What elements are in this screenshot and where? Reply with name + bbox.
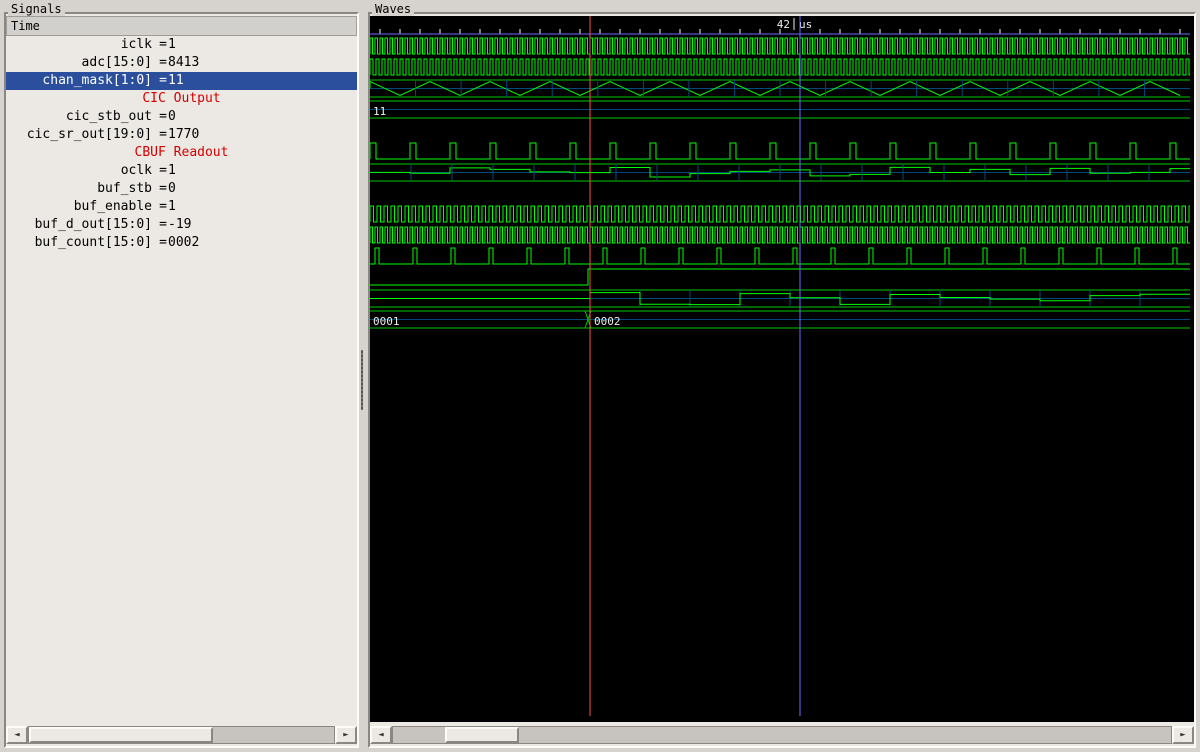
waves-hscrollbar[interactable]: ◄ ► — [370, 726, 1194, 744]
time-column-header[interactable]: Time — [6, 16, 357, 36]
signal-row[interactable]: buf_count[15:0] =0002 — [6, 234, 357, 252]
signal-row[interactable]: cic_stb_out =0 — [6, 108, 357, 126]
waves-scroll-track[interactable] — [392, 726, 1172, 744]
signal-name: buf_count[15:0] — [8, 234, 152, 252]
waveform-viewport[interactable]: 42 us 11 0001 0002 — [370, 16, 1194, 722]
equals-sign: = — [158, 72, 168, 90]
signal-value: -19 — [168, 216, 353, 234]
waves-panel-title: Waves — [372, 2, 414, 16]
signal-row[interactable]: buf_stb =0 — [6, 180, 357, 198]
scroll-right-button[interactable]: ► — [1172, 726, 1194, 744]
pane-splitter[interactable] — [359, 340, 365, 420]
signal-name: buf_enable — [8, 198, 152, 216]
waves-panel: Waves 42 us 11 0001 0002 ◄ ► — [368, 4, 1196, 748]
signal-value: 1 — [168, 162, 353, 180]
equals-sign: = — [158, 126, 168, 144]
signal-row[interactable]: iclk =1 — [6, 36, 357, 54]
equals-sign: = — [158, 198, 168, 216]
group-label: CIC Output — [6, 90, 357, 108]
signal-name: adc[15:0] — [8, 54, 152, 72]
signal-value: 1 — [168, 198, 353, 216]
signal-name: oclk — [8, 162, 152, 180]
signal-name: buf_d_out[15:0] — [8, 216, 152, 234]
signal-value: 1 — [168, 36, 353, 54]
signals-panel-title: Signals — [8, 2, 65, 16]
signal-name: cic_stb_out — [8, 108, 152, 126]
svg-text:us: us — [799, 18, 812, 31]
scroll-left-button[interactable]: ◄ — [6, 726, 28, 744]
signal-name: buf_stb — [8, 180, 152, 198]
waveform-svg: 42 us 11 0001 0002 — [370, 16, 1190, 716]
signal-row[interactable]: cic_sr_out[19:0] =1770 — [6, 126, 357, 144]
svg-text:0001: 0001 — [373, 315, 400, 328]
scroll-right-button[interactable]: ► — [335, 726, 357, 744]
equals-sign: = — [158, 54, 168, 72]
signal-value: 0002 — [168, 234, 353, 252]
signal-name: cic_sr_out[19:0] — [8, 126, 152, 144]
signals-hscrollbar[interactable]: ◄ ► — [6, 726, 357, 744]
signal-value: 0 — [168, 180, 353, 198]
splitter-grip-icon — [361, 350, 363, 410]
waves-scroll-thumb[interactable] — [445, 727, 519, 743]
signal-row[interactable]: oclk =1 — [6, 162, 357, 180]
signal-name: iclk — [8, 36, 152, 54]
signal-row[interactable]: buf_enable =1 — [6, 198, 357, 216]
signals-scroll-thumb[interactable] — [29, 727, 213, 743]
signal-list[interactable]: iclk=1adc[15:0]=8413chan_mask[1:0]=11CIC… — [6, 36, 357, 722]
signals-panel: Signals Time iclk=1adc[15:0]=8413chan_ma… — [4, 4, 359, 748]
signal-row[interactable]: adc[15:0] =8413 — [6, 54, 357, 72]
signal-name: chan_mask[1:0] — [8, 72, 152, 90]
signal-value: 1770 — [168, 126, 353, 144]
signal-value: 11 — [168, 72, 353, 90]
equals-sign: = — [158, 36, 168, 54]
signals-scroll-track[interactable] — [28, 726, 335, 744]
equals-sign: = — [158, 216, 168, 234]
signal-group-header[interactable]: CBUF Readout — [6, 144, 357, 162]
equals-sign: = — [158, 180, 168, 198]
svg-text:42: 42 — [777, 18, 790, 31]
signal-row[interactable]: chan_mask[1:0] =11 — [6, 72, 357, 90]
equals-sign: = — [158, 162, 168, 180]
svg-text:0002: 0002 — [594, 315, 621, 328]
equals-sign: = — [158, 234, 168, 252]
signal-row[interactable]: buf_d_out[15:0] =-19 — [6, 216, 357, 234]
signal-group-header[interactable]: CIC Output — [6, 90, 357, 108]
equals-sign: = — [158, 108, 168, 126]
scroll-left-button[interactable]: ◄ — [370, 726, 392, 744]
signal-value: 0 — [168, 108, 353, 126]
signal-value: 8413 — [168, 54, 353, 72]
svg-text:11: 11 — [373, 105, 386, 118]
group-label: CBUF Readout — [6, 144, 357, 162]
